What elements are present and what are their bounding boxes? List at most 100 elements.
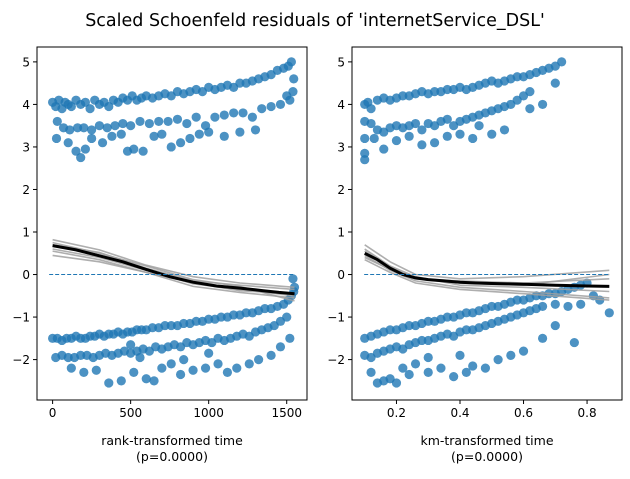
y-tick-label: 4 <box>22 98 30 112</box>
residual-point <box>569 337 579 348</box>
residual-point <box>360 133 370 144</box>
residual-point <box>429 87 440 97</box>
residual-point <box>244 359 254 369</box>
residual-point <box>210 112 220 122</box>
residual-point <box>275 99 286 110</box>
y-tick-label: 3 <box>337 140 345 154</box>
p-value-label: (p=0.0000) <box>136 449 208 464</box>
residual-point <box>512 295 522 305</box>
y-tick-label: 5 <box>337 55 345 69</box>
residual-point <box>250 125 261 135</box>
residual-point <box>166 359 176 369</box>
residual-point <box>213 359 223 369</box>
residual-point <box>385 325 395 335</box>
y-tick-label: 0 <box>337 268 345 282</box>
residual-point <box>480 363 491 373</box>
residual-point <box>135 352 145 363</box>
residual-point <box>285 95 295 105</box>
residual-point <box>531 291 541 301</box>
plot-area <box>360 57 614 388</box>
residual-point <box>550 320 560 331</box>
residual-point <box>379 144 389 154</box>
residual-point <box>289 74 299 84</box>
residual-point <box>288 274 298 284</box>
residual-point <box>79 367 89 377</box>
residual-point <box>461 325 471 335</box>
residual-point <box>149 376 159 386</box>
residual-point <box>282 312 292 322</box>
residual-point <box>175 138 186 148</box>
residual-point <box>191 112 201 122</box>
residual-point <box>172 114 183 124</box>
residual-point <box>97 138 108 148</box>
residual-point <box>52 116 62 127</box>
residual-point <box>116 376 126 386</box>
residual-point <box>423 367 433 377</box>
bootstrap-lowess-curve <box>364 244 610 280</box>
y-tick-label: 5 <box>22 55 30 69</box>
y-tick-label: −1 <box>12 311 30 325</box>
residual-point <box>442 131 452 141</box>
residual-point <box>65 125 75 135</box>
residual-point <box>576 299 586 309</box>
residual-point <box>232 363 242 373</box>
residual-point <box>126 340 136 350</box>
residual-point <box>254 354 264 365</box>
residual-point <box>563 301 573 312</box>
residual-point <box>398 363 408 373</box>
residual-point <box>141 374 151 384</box>
y-tick-label: 4 <box>337 98 345 112</box>
residual-point <box>91 365 101 375</box>
residual-point <box>235 127 245 137</box>
residual-point <box>550 78 560 88</box>
y-tick-label: −1 <box>327 311 345 325</box>
residual-point <box>129 367 139 377</box>
residual-point <box>80 97 90 107</box>
residual-point <box>257 104 267 114</box>
y-tick-label: 1 <box>22 226 30 240</box>
x-tick-label: 1000 <box>193 406 224 420</box>
residual-point <box>247 112 257 122</box>
y-tick-label: 0 <box>22 268 30 282</box>
residual-point <box>442 114 452 124</box>
residual-point <box>436 363 446 373</box>
lowess-curve <box>52 244 295 296</box>
residual-point <box>154 116 164 127</box>
residual-point <box>166 142 176 152</box>
residual-point <box>369 133 379 144</box>
residual-point <box>188 365 198 375</box>
residual-point <box>455 129 465 139</box>
residual-point <box>149 131 159 141</box>
residual-point <box>71 146 81 156</box>
residual-point <box>525 87 535 97</box>
residual-point <box>157 363 167 373</box>
residual-point <box>275 342 286 352</box>
bootstrap-lowess-curve <box>52 238 295 289</box>
residual-point <box>423 316 433 326</box>
residual-point <box>557 57 567 67</box>
right-panel-km-time: 0.2 0.4 0.6 0.8 −2 −1 0 1 2 3 4 5 km-transformed tim… <box>327 46 623 464</box>
residual-points <box>360 57 614 388</box>
residual-point <box>157 129 167 139</box>
y-tick-label: 3 <box>22 140 30 154</box>
y-tick-label: −2 <box>12 353 30 367</box>
figure-title: Scaled Schoenfeld residuals of 'internet… <box>85 11 545 31</box>
residual-point <box>104 101 114 112</box>
residual-point <box>398 91 408 101</box>
residual-point <box>537 301 548 312</box>
residual-point <box>410 359 421 369</box>
residual-point <box>366 118 376 129</box>
residual-point <box>266 350 276 360</box>
residual-point <box>493 354 503 365</box>
residual-point <box>423 352 433 363</box>
residual-point <box>87 125 97 135</box>
residual-point <box>51 133 62 144</box>
residual-point <box>525 104 535 114</box>
residual-point <box>63 138 73 148</box>
residual-point <box>94 121 105 131</box>
residual-point <box>410 118 421 129</box>
residual-point <box>163 116 173 127</box>
residual-point <box>499 125 510 135</box>
residual-point <box>182 118 192 129</box>
residual-point <box>391 135 402 146</box>
